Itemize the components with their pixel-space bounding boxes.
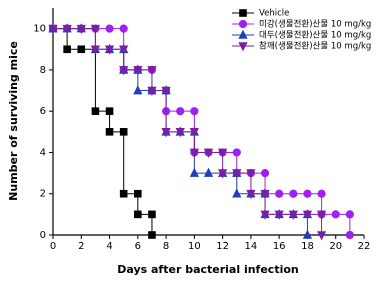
marker: [203, 167, 214, 177]
legend-label: Vehicle: [259, 9, 289, 19]
marker: [246, 169, 256, 179]
x-tick-label: 18: [301, 241, 314, 252]
marker: [246, 189, 256, 200]
series-line: [53, 28, 351, 235]
x-tick-label: 20: [329, 241, 342, 252]
marker: [289, 189, 298, 198]
marker: [189, 148, 199, 158]
marker: [134, 210, 142, 219]
marker: [90, 24, 101, 35]
legend-label: 참깨(생물전환)산물 10 mg/kg: [259, 41, 371, 52]
marker: [260, 189, 270, 200]
marker: [104, 45, 115, 55]
x-tick-label: 14: [245, 241, 258, 252]
marker: [90, 45, 101, 55]
marker: [175, 128, 185, 138]
marker: [260, 168, 270, 178]
marker: [134, 189, 142, 198]
marker: [119, 128, 128, 136]
marker: [275, 189, 284, 198]
marker: [189, 167, 199, 177]
y-tick-label: 10: [33, 24, 46, 35]
marker: [189, 128, 199, 138]
x-tick-label: 8: [163, 241, 169, 252]
marker: [105, 24, 114, 33]
x-tick-label: 10: [188, 241, 201, 252]
marker: [288, 210, 298, 220]
marker: [119, 189, 128, 198]
marker: [133, 66, 143, 76]
marker: [119, 24, 128, 33]
legend-label: 미강(생물전환)산물 10 mg/kg: [259, 19, 371, 30]
legend-marker: [238, 19, 248, 29]
marker: [345, 230, 354, 240]
marker: [190, 107, 199, 116]
marker: [148, 210, 156, 219]
marker: [232, 148, 241, 157]
marker: [302, 210, 313, 220]
marker: [345, 210, 354, 219]
y-tick-label: 6: [40, 106, 46, 117]
y-tick-label: 2: [40, 189, 46, 200]
marker: [218, 148, 228, 158]
marker: [260, 210, 270, 220]
x-tick-label: 22: [358, 241, 371, 252]
marker: [176, 107, 185, 116]
y-tick-label: 8: [40, 65, 46, 76]
marker: [76, 24, 86, 35]
marker: [105, 107, 114, 115]
marker: [232, 188, 242, 198]
x-tick-label: 4: [106, 241, 112, 252]
marker: [63, 45, 71, 54]
marker: [91, 107, 100, 115]
marker: [62, 24, 72, 35]
marker: [203, 148, 214, 158]
x-tick-label: 12: [216, 241, 229, 252]
marker: [77, 45, 86, 54]
marker: [316, 210, 327, 220]
marker: [148, 231, 156, 239]
marker: [161, 128, 171, 138]
x-tick-label: 6: [135, 241, 141, 252]
series-line: [53, 28, 153, 235]
marker: [161, 86, 171, 96]
x-axis-title: Days after bacterial infection: [117, 263, 298, 276]
marker: [119, 45, 129, 55]
legend-marker: [238, 29, 248, 39]
marker: [274, 210, 284, 220]
series-line: [53, 28, 323, 235]
legend-marker: [239, 9, 247, 17]
marker: [133, 85, 143, 95]
y-tick-label: 0: [40, 230, 46, 241]
marker: [105, 128, 114, 136]
x-tick-label: 0: [50, 241, 56, 252]
y-axis-title: Number of surviving mice: [7, 41, 20, 201]
marker: [302, 229, 313, 239]
y-tick-label: 4: [40, 147, 46, 158]
marker: [147, 66, 157, 76]
marker: [119, 66, 129, 76]
marker: [232, 169, 242, 179]
x-tick-label: 16: [273, 241, 286, 252]
marker: [317, 189, 326, 198]
marker: [147, 86, 157, 96]
legend-marker: [238, 42, 248, 52]
marker: [331, 210, 340, 219]
legend-label: 대두(생물전환)산물 10 mg/kg: [259, 30, 371, 41]
x-tick-label: 2: [78, 241, 84, 252]
marker: [316, 231, 327, 241]
marker: [218, 169, 228, 179]
marker: [48, 24, 58, 35]
marker: [303, 189, 312, 198]
